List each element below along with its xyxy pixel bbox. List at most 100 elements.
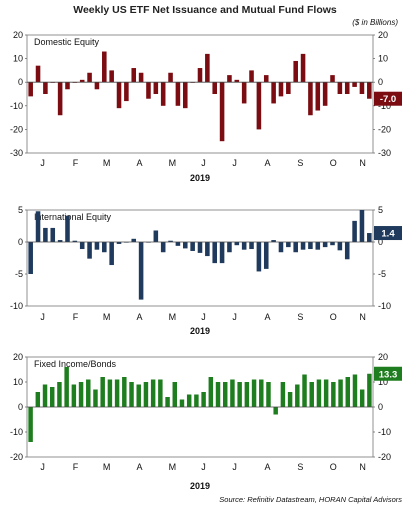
x-tick-label: J [232, 462, 237, 472]
bar [197, 242, 203, 253]
bar [65, 215, 70, 242]
bar [293, 242, 298, 253]
bar [256, 82, 262, 130]
bar [72, 240, 78, 242]
bar [153, 230, 159, 242]
last-value-label: 1.4 [381, 229, 395, 240]
last-value-badge [374, 366, 402, 381]
y-tick-right: -5 [378, 269, 386, 279]
x-tick-label: A [136, 312, 142, 322]
bar [42, 384, 48, 407]
y-tick-left: 0 [18, 402, 23, 412]
y-tick-left: 0 [18, 237, 23, 247]
bar [205, 242, 210, 257]
panel-title: International Equity [34, 212, 112, 222]
x-tick-label: A [136, 158, 142, 168]
y-tick-left: 5 [18, 205, 23, 215]
y-tick-right: -10 [378, 301, 391, 311]
bar [315, 242, 321, 250]
bar [87, 242, 92, 259]
bar [337, 82, 343, 94]
y-tick-right: 0 [378, 77, 383, 87]
chart-title: Weekly US ETF Net Issuance and Mutual Fu… [73, 4, 337, 16]
bar [138, 72, 144, 83]
bar [266, 382, 271, 407]
bar [28, 82, 33, 97]
x-tick-label: J [232, 158, 237, 168]
bar [308, 242, 313, 250]
bar [28, 242, 33, 274]
bar [201, 392, 206, 407]
y-tick-right: 10 [378, 54, 388, 64]
bar [197, 68, 203, 83]
bar [35, 392, 41, 407]
bar [278, 242, 284, 253]
bar [322, 82, 328, 106]
bar [65, 82, 70, 90]
bar [280, 382, 286, 407]
x-tick-label: J [201, 462, 206, 472]
last-value-label: 13.3 [379, 369, 398, 380]
bar [43, 82, 48, 94]
bar [287, 392, 293, 407]
bar [295, 384, 300, 407]
bar [114, 379, 120, 407]
y-tick-left: 20 [13, 30, 23, 40]
y-tick-left: -5 [15, 269, 23, 279]
bar [160, 242, 166, 253]
last-value-label: -7.0 [380, 94, 396, 105]
bar [94, 82, 100, 90]
bar [160, 82, 166, 106]
bar [338, 379, 343, 407]
bar [109, 70, 114, 83]
bar [293, 60, 298, 83]
bar [249, 242, 254, 250]
x-tick-label: O [330, 462, 337, 472]
y-tick-right: 10 [378, 377, 388, 387]
bar [182, 82, 188, 109]
bar [241, 82, 247, 104]
bar [150, 379, 156, 407]
bar [168, 72, 173, 83]
bar [309, 382, 314, 407]
bar [124, 82, 129, 102]
x-tick-label: S [297, 158, 303, 168]
bar [175, 82, 181, 106]
bar [352, 220, 357, 242]
bar [182, 242, 188, 249]
bar [146, 82, 151, 99]
y-tick-right: -20 [378, 124, 391, 134]
bar [93, 389, 98, 407]
source-note: Source: Refinitiv Datastream, HORAN Capi… [219, 495, 402, 504]
y-tick-left: 0 [18, 77, 23, 87]
bar [286, 82, 291, 94]
y-tick-left: 10 [13, 377, 23, 387]
x-tick-label: F [73, 312, 79, 322]
bar [86, 379, 91, 407]
y-tick-right: -20 [378, 452, 391, 462]
bar [94, 242, 100, 250]
bar [78, 382, 84, 407]
bar [109, 242, 114, 266]
bar [259, 379, 264, 407]
x-tick-label: F [73, 158, 79, 168]
bar [271, 240, 276, 242]
bar [227, 242, 232, 253]
x-axis-label: 2019 [190, 481, 210, 491]
x-tick-label: J [232, 312, 237, 322]
bar [234, 79, 240, 83]
y-tick-right: 0 [378, 402, 383, 412]
bar [315, 82, 321, 111]
bar [35, 211, 41, 242]
bar [286, 242, 291, 248]
bar [359, 82, 365, 94]
bar [172, 382, 178, 407]
x-tick-label: M [103, 158, 111, 168]
bar [278, 82, 284, 97]
bar [175, 242, 181, 246]
bar [359, 210, 365, 242]
x-tick-label: F [73, 462, 79, 472]
bar [28, 407, 33, 442]
bar [102, 51, 107, 83]
bar [168, 240, 173, 242]
